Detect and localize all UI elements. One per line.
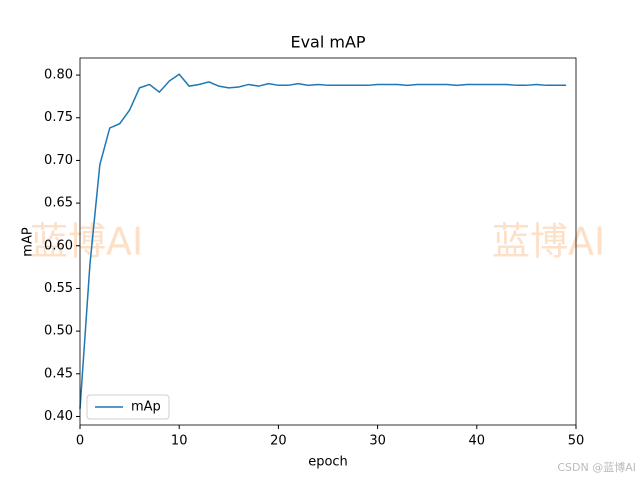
y-tick-label: 0.70: [44, 153, 73, 168]
legend-label: mAp: [131, 400, 161, 415]
y-axis-label: mAP: [21, 227, 36, 257]
y-tick-label: 0.75: [44, 110, 73, 125]
credit: CSDN @蓝博AI: [557, 461, 636, 474]
y-tick-label: 0.65: [44, 196, 73, 211]
line: [79, 73, 567, 409]
watermark: 蓝博AI: [492, 220, 605, 264]
axes-frame: [79, 57, 577, 426]
y-tick-label: 0.55: [44, 281, 73, 296]
x-tick-label: 20: [270, 434, 287, 449]
x-axis-label: epoch: [308, 455, 348, 470]
y-tick-label: 0.40: [44, 409, 73, 424]
x-tick-label: 40: [469, 434, 486, 449]
x-tick-label: 50: [568, 434, 585, 449]
y-tick-label: 0.80: [44, 68, 73, 83]
x-tick-label: 0: [76, 434, 84, 449]
chart-title: Eval mAP: [290, 33, 365, 52]
x-tick-label: 10: [171, 434, 188, 449]
y-tick-label: 0.60: [44, 238, 73, 253]
legend-box: [86, 394, 170, 420]
y-tick-label: 0.50: [44, 324, 73, 339]
y-tick-label: 0.45: [44, 366, 73, 381]
x-tick-label: 30: [369, 434, 386, 449]
watermark: 蓝博AI: [30, 220, 143, 264]
